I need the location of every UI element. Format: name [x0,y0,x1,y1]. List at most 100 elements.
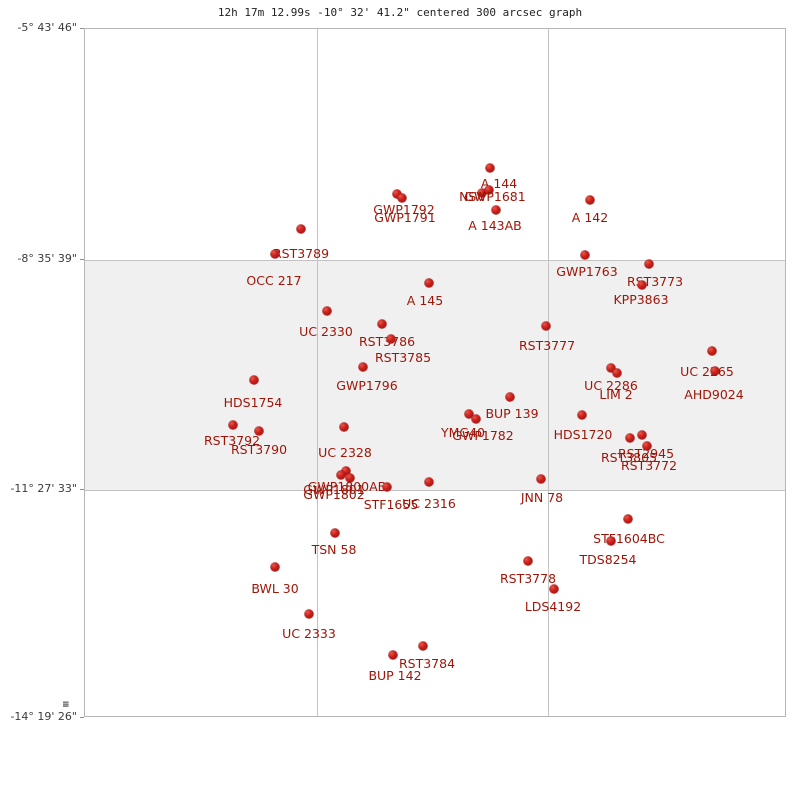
star-marker[interactable] [228,420,238,430]
star-label: AHD9024 [684,387,744,402]
star-marker[interactable] [336,470,346,480]
star-marker[interactable] [505,392,515,402]
star-label: JNN 78 [520,490,564,505]
star-marker[interactable] [339,422,349,432]
y-axis-tick-mark [80,489,84,490]
star-marker[interactable] [477,188,487,198]
star-label: RST3805 [600,450,658,465]
gridline-vertical-0 [317,29,318,716]
star-label: A 143AB [468,218,522,233]
star-label: GWP1791 [374,210,436,225]
star-label: RST3790 [230,442,288,457]
star-marker[interactable] [549,584,559,594]
gridline-horizontal-1 [85,260,785,261]
star-label: RST3785 [374,350,432,365]
star-marker[interactable] [541,321,551,331]
star-label: BUP 142 [368,668,422,683]
star-marker[interactable] [484,185,494,195]
star-label: STF1604BC [593,531,665,546]
star-marker[interactable] [577,410,587,420]
star-label: UC 2265 [680,364,734,379]
star-marker[interactable] [358,362,368,372]
star-marker[interactable] [382,482,392,492]
star-marker[interactable] [491,205,501,215]
star-marker[interactable] [606,363,616,373]
star-marker[interactable] [471,414,481,424]
star-label: A 145 [406,293,444,308]
star-marker[interactable] [523,556,533,566]
y-axis-tick-label: -8° 35' 39" [17,252,77,265]
star-label: GWP1681 [464,189,526,204]
y-axis-tick-label: -14° 19' 26" [10,710,77,723]
star-label: RST3784 [398,656,456,671]
star-marker[interactable] [270,249,280,259]
star-label: GWP1801 [303,482,365,497]
gridline-vertical-1 [548,29,549,716]
star-marker[interactable] [341,466,351,476]
y-axis-tick-mark [80,28,84,29]
page-title: 12h 17m 12.99s -10° 32' 41.2" centered 3… [217,6,583,19]
star-marker[interactable] [637,280,647,290]
star-label: GWP1792 [373,202,435,217]
star-marker[interactable] [644,259,654,269]
star-marker[interactable] [345,473,355,483]
star-marker[interactable] [623,514,633,524]
star-marker[interactable] [322,306,332,316]
star-marker[interactable] [424,278,434,288]
star-marker[interactable] [392,189,402,199]
star-marker[interactable] [304,609,314,619]
star-marker[interactable] [585,195,595,205]
star-marker[interactable] [270,562,280,572]
star-marker[interactable] [386,334,396,344]
star-marker[interactable] [710,366,720,376]
y-axis-tick-mark [80,259,84,260]
plot-area: A 144 NSV GWP1681 A 143AB GWP1792 GWP1791 A 14… [84,28,786,717]
star-marker[interactable] [249,375,259,385]
star-label: LDS4192 [524,599,582,614]
star-label: A 142 [571,210,609,225]
star-label: TSN 58 [311,542,357,557]
star-label: OCC 217 [246,273,302,288]
star-label: GWP1763 [556,264,618,279]
y-axis-tick-label: -11° 27' 33" [10,482,77,495]
star-marker[interactable] [254,426,264,436]
star-label: UC 2330 [299,324,353,339]
star-marker[interactable] [637,430,647,440]
star-marker[interactable] [418,641,428,651]
star-marker[interactable] [296,224,306,234]
star-marker[interactable] [485,163,495,173]
star-marker[interactable] [424,477,434,487]
star-marker[interactable] [707,346,717,356]
star-label: UC 2286 [584,378,638,393]
star-label: UC 2333 [282,626,336,641]
star-label: YMG40 [440,425,486,440]
star-label: RST3772 [620,458,678,473]
star-label: UC 2316 [402,496,456,511]
star-marker[interactable] [612,368,622,378]
gridline-horizontal-2 [85,490,785,491]
star-marker[interactable] [397,193,407,203]
star-marker[interactable] [388,650,398,660]
star-label: HDS1754 [223,395,283,410]
star-label: STF1655 [363,497,419,512]
y-axis-tick-label: -5° 43' 46" [17,21,77,34]
star-label: RST3778 [499,571,557,586]
star-label: NSV [459,189,485,204]
y-axis-tick-mark [80,717,84,718]
star-marker[interactable] [536,474,546,484]
star-marker[interactable] [580,250,590,260]
star-marker[interactable] [464,409,474,419]
star-marker[interactable] [625,433,635,443]
star-label: GWP1800AB [307,479,387,494]
star-label: TDS8254 [579,552,637,567]
star-marker[interactable] [330,528,340,538]
shaded-declination-band [85,260,785,490]
star-marker[interactable] [606,536,616,546]
star-marker[interactable] [642,441,652,451]
star-marker[interactable] [377,319,387,329]
star-label: KPP3863 [613,292,669,307]
star-label: BWL 30 [251,581,299,596]
star-label: RST3777 [518,338,576,353]
star-label: RST2945 [617,446,675,461]
star-label: LIM 2 [599,387,633,402]
